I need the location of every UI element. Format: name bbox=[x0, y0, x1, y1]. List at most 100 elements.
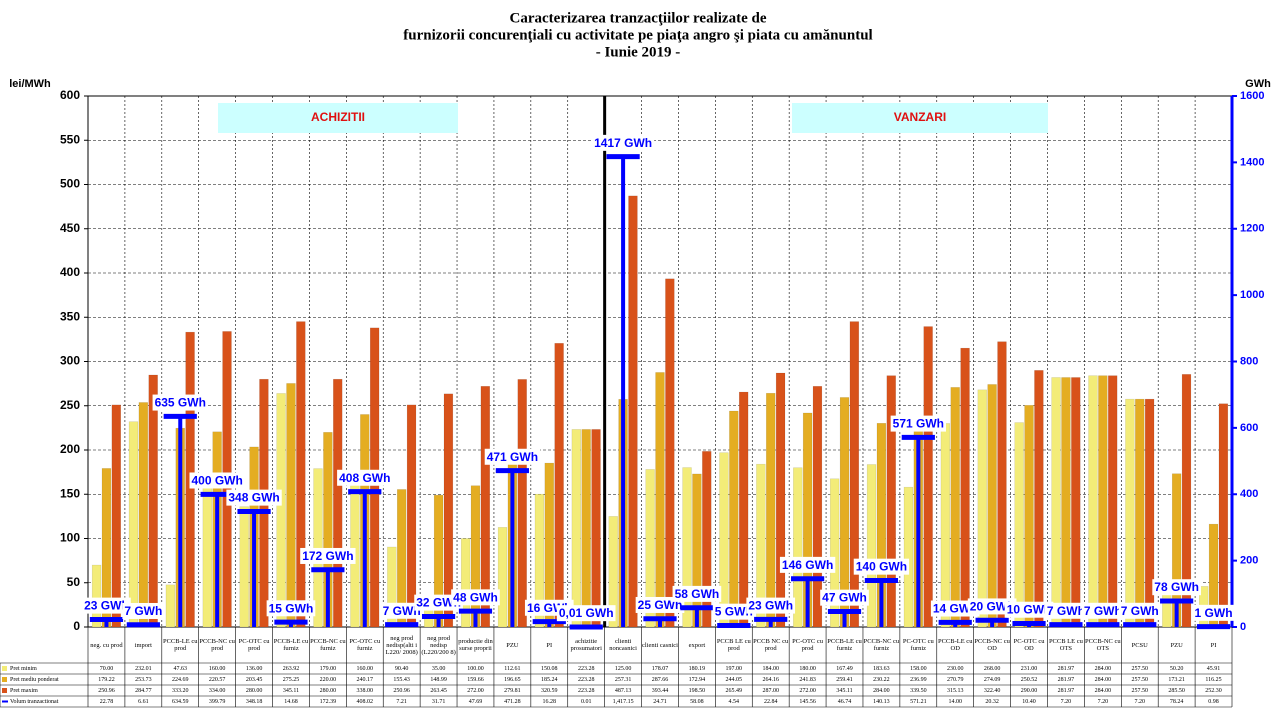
table-cell: 285.50 bbox=[1168, 688, 1185, 694]
y2-tick-label: 200 bbox=[1240, 555, 1258, 567]
value-label: 15 GWh bbox=[269, 601, 314, 615]
bar bbox=[665, 278, 675, 628]
value-label-bg bbox=[746, 597, 796, 614]
bar bbox=[571, 429, 582, 628]
y-tick-label: 50 bbox=[67, 575, 81, 589]
value-label: 25 GWh bbox=[638, 598, 683, 612]
y2-tick-label: 1200 bbox=[1240, 223, 1264, 235]
table-cell: 253.73 bbox=[135, 677, 152, 683]
table-cell: 471.28 bbox=[504, 699, 521, 705]
table-cell: 230.00 bbox=[947, 666, 964, 672]
table-cell: 20.32 bbox=[985, 699, 999, 705]
table-cell: 125.00 bbox=[615, 666, 632, 672]
table-cell: 281.97 bbox=[1058, 688, 1075, 694]
table-cell: 287.00 bbox=[762, 688, 779, 694]
y2-tick-label: 400 bbox=[1240, 488, 1258, 500]
y2-tick-label: 1000 bbox=[1240, 289, 1264, 301]
value-label: 7 GWh bbox=[383, 604, 421, 618]
value-label-bg bbox=[1152, 579, 1201, 596]
value-label: 14 GWh bbox=[933, 602, 978, 616]
table-cell: 112.61 bbox=[504, 666, 520, 672]
table-cell: 0.01 bbox=[581, 699, 592, 705]
category-cell: PI bbox=[1211, 642, 1217, 649]
x-tick-label: PCCB LE cu OTS bbox=[1048, 638, 1083, 652]
value-label: 10 GWh bbox=[1007, 603, 1052, 617]
value-label: 571 GWh bbox=[893, 417, 944, 431]
table-cell: 272.00 bbox=[799, 688, 816, 694]
y-tick-label: 450 bbox=[60, 221, 80, 235]
table-cell: 279.81 bbox=[504, 688, 521, 694]
y-tick-label: 0 bbox=[73, 619, 80, 633]
table-cell: 184.00 bbox=[762, 666, 779, 672]
table-cell: 280.00 bbox=[320, 688, 337, 694]
table-cell: 230.22 bbox=[873, 677, 890, 683]
y2-tick-label: 1600 bbox=[1240, 90, 1264, 102]
value-label: 7 GWh bbox=[1121, 604, 1159, 618]
bar bbox=[866, 464, 877, 628]
value-label-bg bbox=[1004, 601, 1054, 618]
value-label: 20 GWh bbox=[970, 599, 1015, 613]
x-tick-label: achizitie prosumatori bbox=[570, 638, 602, 652]
y-tick-label: 400 bbox=[60, 265, 80, 279]
table-cell: 284.00 bbox=[873, 688, 890, 694]
category-cell: neg prod nedisp (L220/200 8) bbox=[421, 635, 455, 656]
table-cell: 287.66 bbox=[652, 677, 669, 683]
category-cell: PZU bbox=[1170, 642, 1182, 649]
table-cell: 274.09 bbox=[984, 677, 1001, 683]
table-cell: 240.17 bbox=[357, 677, 374, 683]
bar bbox=[460, 538, 471, 628]
category-cell: PCSU bbox=[1132, 642, 1148, 649]
bar bbox=[766, 392, 776, 628]
table-cell: 223.28 bbox=[578, 666, 595, 672]
legend-label: Pret minim bbox=[10, 666, 37, 672]
value-label-bg bbox=[1192, 604, 1235, 621]
table-cell: 571.21 bbox=[910, 699, 927, 705]
table-cell: 223.28 bbox=[578, 677, 595, 683]
chart-title: furnizorii concurenţiali cu activitate p… bbox=[403, 27, 872, 43]
value-label: 0,01 GWh bbox=[559, 606, 614, 620]
y-tick-label: 600 bbox=[60, 88, 80, 102]
bar bbox=[977, 389, 987, 628]
table-cell: 250.52 bbox=[1021, 677, 1038, 683]
value-label: 7 GWh bbox=[124, 604, 162, 618]
category-cell: clienti casnici bbox=[642, 641, 678, 649]
bar bbox=[1181, 374, 1192, 628]
y-tick-label: 300 bbox=[60, 354, 80, 368]
category-cell: PC-OTC cu OD bbox=[1014, 638, 1045, 652]
category-cell: PC-OTC cu prod bbox=[239, 638, 270, 652]
table-cell: 203.45 bbox=[246, 677, 263, 683]
value-label: 23 GWh bbox=[748, 599, 793, 613]
value-label: 1 GWh bbox=[1195, 606, 1233, 620]
table-cell: 14.00 bbox=[948, 699, 962, 705]
bar bbox=[313, 468, 323, 628]
table-cell: 634.59 bbox=[172, 699, 189, 705]
category-cell: PZU bbox=[506, 642, 518, 649]
value-label: 146 GWh bbox=[782, 558, 833, 572]
table-cell: 160.00 bbox=[357, 666, 374, 672]
bar bbox=[702, 451, 712, 628]
value-label-bg bbox=[122, 602, 165, 619]
table-cell: 272.00 bbox=[467, 688, 484, 694]
table-cell: 197.00 bbox=[726, 666, 743, 672]
table-cell: 159.66 bbox=[467, 677, 484, 683]
table-cell: 281.97 bbox=[1058, 666, 1075, 672]
table-cell: 270.79 bbox=[947, 677, 964, 683]
bar bbox=[960, 347, 970, 628]
table-cell: 0.98 bbox=[1208, 699, 1219, 705]
bar bbox=[1071, 377, 1081, 628]
x-tick-label: PC-OTC cu furniz bbox=[349, 638, 381, 652]
table-cell: 158.00 bbox=[910, 666, 927, 672]
table-cell: 290.00 bbox=[1021, 688, 1038, 694]
bar bbox=[756, 463, 766, 628]
value-label: 635 GWh bbox=[155, 396, 206, 410]
table-cell: 284.00 bbox=[1095, 688, 1112, 694]
bar bbox=[682, 467, 692, 628]
section-box bbox=[218, 103, 458, 133]
category-cell: PC-OTC cu furniz bbox=[903, 638, 934, 652]
value-label-bg bbox=[1118, 602, 1161, 619]
table-cell: 155.43 bbox=[393, 677, 410, 683]
x-tick-label: clienti casnici bbox=[642, 641, 678, 649]
value-label-bg bbox=[672, 585, 722, 602]
x-tick-label: PCCB LE cu prod bbox=[716, 638, 751, 652]
category-cell: productie din surse proprii bbox=[458, 638, 492, 652]
